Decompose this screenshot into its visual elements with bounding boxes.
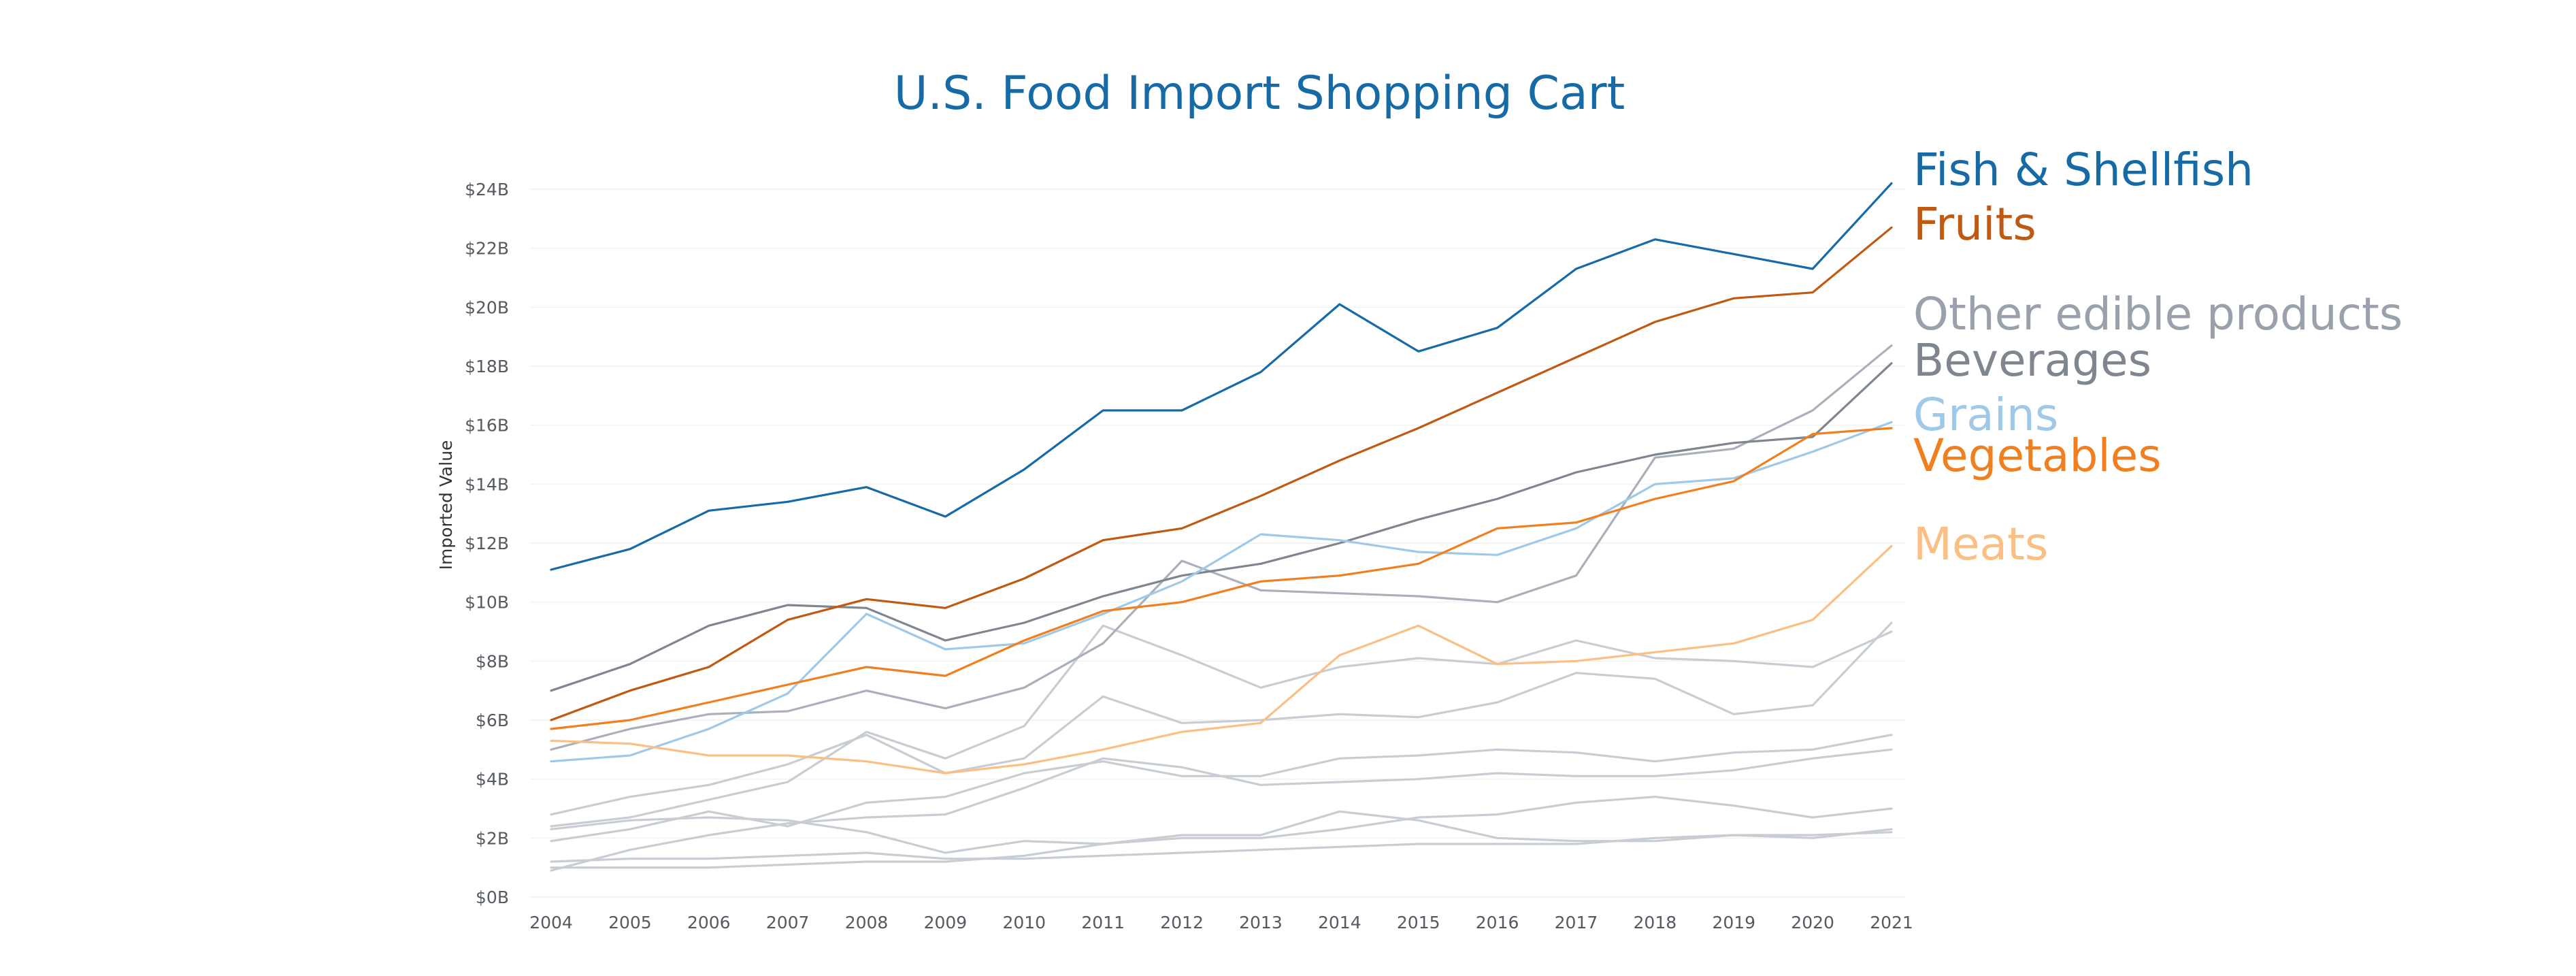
x-tick-label: 2016 xyxy=(1476,913,1519,932)
series-label: Other edible products xyxy=(1913,288,2402,340)
grid-lines xyxy=(531,189,1905,898)
y-tick-label: $18B xyxy=(465,357,509,376)
x-tick-label: 2011 xyxy=(1081,913,1125,932)
x-tick-label: 2018 xyxy=(1634,913,1677,932)
x-tick-label: 2008 xyxy=(845,913,889,932)
y-tick-label: $16B xyxy=(465,416,509,436)
series-line xyxy=(550,344,1893,751)
series-line xyxy=(550,427,1893,730)
x-tick-label: 2013 xyxy=(1239,913,1283,932)
x-tick-label: 2015 xyxy=(1397,913,1440,932)
x-tick-label: 2012 xyxy=(1160,913,1204,932)
x-tick-label: 2006 xyxy=(687,913,731,932)
x-tick-label: 2004 xyxy=(529,913,573,932)
series-line xyxy=(550,810,1893,869)
series-label: Vegetables xyxy=(1913,429,2162,482)
series-line xyxy=(550,421,1893,763)
y-tick-label: $24B xyxy=(465,180,509,199)
x-tick-label: 2005 xyxy=(608,913,652,932)
y-tick-label: $0B xyxy=(476,888,509,907)
x-axis-ticks: 2004 2005 2006 2007 2008 2009 2010 2011 2012 2013… xyxy=(529,913,1913,932)
y-axis-ticks: $0B $2B $4B $6B $8B $10B $12B $14B $16B $18B $20B $… xyxy=(465,180,509,907)
x-tick-label: 2009 xyxy=(924,913,968,932)
x-tick-label: 2014 xyxy=(1318,913,1361,932)
series-label: Fruits xyxy=(1913,198,2036,250)
y-tick-label: $14B xyxy=(465,474,509,494)
series-line xyxy=(550,796,1893,854)
series-line xyxy=(550,226,1893,721)
y-tick-label: $12B xyxy=(465,534,509,553)
chart-title: U.S. Food Import Shopping Cart xyxy=(894,67,1625,120)
y-tick-label: $2B xyxy=(476,828,509,848)
y-tick-label: $8B xyxy=(476,651,509,671)
y-tick-label: $6B xyxy=(476,711,509,730)
x-tick-label: 2019 xyxy=(1712,913,1755,932)
series-line xyxy=(550,362,1893,692)
series-label: Meats xyxy=(1913,518,2048,570)
series-line xyxy=(550,544,1893,775)
series-line xyxy=(550,734,1893,843)
x-tick-label: 2020 xyxy=(1791,913,1834,932)
y-tick-label: $22B xyxy=(465,239,509,259)
y-axis-title: Imported Value xyxy=(436,440,456,570)
y-tick-label: $10B xyxy=(465,593,509,613)
y-tick-label: $20B xyxy=(465,297,509,317)
x-tick-label: 2010 xyxy=(1002,913,1046,932)
series-lines xyxy=(550,182,1893,872)
series-label: Grains xyxy=(1913,389,2058,441)
series-label: Beverages xyxy=(1913,334,2151,387)
x-tick-label: 2017 xyxy=(1555,913,1598,932)
y-tick-label: $4B xyxy=(476,770,509,790)
series-line xyxy=(550,621,1893,816)
series-line xyxy=(550,624,1893,828)
x-tick-label: 2021 xyxy=(1870,913,1913,932)
series-label: Fish & Shellfish xyxy=(1913,144,2253,196)
series-line xyxy=(550,182,1893,571)
x-tick-label: 2007 xyxy=(766,913,810,932)
series-line xyxy=(550,831,1893,863)
